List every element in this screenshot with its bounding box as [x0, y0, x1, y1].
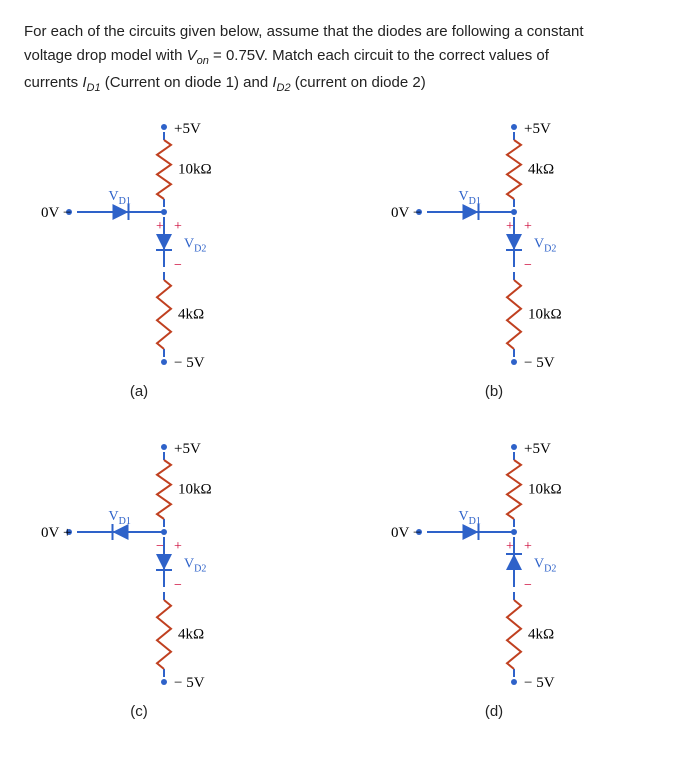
svg-text:+5V: +5V — [524, 121, 551, 137]
problem-line1a: For each of the circuits given below, as… — [24, 23, 583, 40]
svg-text:0V: 0V — [41, 525, 60, 541]
svg-text:4kΩ: 4kΩ — [178, 307, 204, 323]
circuit-grid: +5V10kΩ0V−VD1++−VD24kΩ− 5V(a) +5V4kΩ0V−V… — [24, 117, 664, 727]
svg-text:10kΩ: 10kΩ — [528, 307, 562, 323]
svg-text:−: − — [174, 578, 182, 593]
svg-text:0V: 0V — [41, 205, 60, 221]
circuit-a: +5V10kΩ0V−VD1++−VD24kΩ− 5V(a) — [24, 117, 344, 407]
svg-text:+: + — [156, 219, 164, 234]
circuit-c: +5V10kΩ0V+VD1−+−VD24kΩ− 5V(c) — [24, 437, 344, 727]
svg-text:VD1: VD1 — [459, 189, 481, 207]
problem-statement: For each of the circuits given below, as… — [24, 20, 664, 97]
problem-line1b: voltage drop model with — [24, 47, 187, 64]
svg-text:−: − — [524, 258, 532, 273]
circuit-b: +5V4kΩ0V−VD1++−VD210kΩ− 5V(b) — [344, 117, 664, 407]
svg-text:+: + — [506, 219, 514, 234]
svg-text:+5V: +5V — [174, 121, 201, 137]
svg-text:+: + — [524, 219, 532, 234]
svg-text:+: + — [524, 539, 532, 554]
svg-text:+: + — [174, 219, 182, 234]
svg-text:0V: 0V — [391, 525, 410, 541]
svg-text:+5V: +5V — [524, 441, 551, 457]
svg-text:4kΩ: 4kΩ — [528, 162, 554, 178]
svg-text:VD2: VD2 — [534, 237, 556, 255]
svg-text:+: + — [174, 539, 182, 554]
caption-b: (b) — [324, 383, 664, 400]
svg-text:VD2: VD2 — [184, 557, 206, 575]
svg-text:+: + — [63, 525, 71, 541]
svg-text:4kΩ: 4kΩ — [178, 627, 204, 643]
svg-text:−: − — [413, 205, 421, 221]
svg-text:4kΩ: 4kΩ — [528, 627, 554, 643]
svg-text:+5V: +5V — [174, 441, 201, 457]
svg-text:10kΩ: 10kΩ — [528, 482, 562, 498]
caption-c: (c) — [0, 703, 344, 720]
svg-text:VD1: VD1 — [459, 509, 481, 527]
svg-text:−: − — [63, 205, 71, 221]
svg-text:10kΩ: 10kΩ — [178, 482, 212, 498]
svg-text:− 5V: − 5V — [174, 675, 205, 691]
svg-text:−: − — [156, 539, 164, 554]
svg-text:− 5V: − 5V — [524, 355, 555, 371]
caption-d: (d) — [324, 703, 664, 720]
svg-text:0V: 0V — [391, 205, 410, 221]
svg-text:VD1: VD1 — [109, 189, 131, 207]
caption-a: (a) — [0, 383, 344, 400]
svg-text:10kΩ: 10kΩ — [178, 162, 212, 178]
svg-text:−: − — [413, 525, 421, 541]
svg-text:+: + — [506, 539, 514, 554]
svg-text:−: − — [524, 578, 532, 593]
svg-text:− 5V: − 5V — [174, 355, 205, 371]
svg-text:− 5V: − 5V — [524, 675, 555, 691]
circuit-d: +5V10kΩ0V−VD1++−VD24kΩ− 5V(d) — [344, 437, 664, 727]
svg-text:−: − — [174, 258, 182, 273]
svg-text:VD2: VD2 — [184, 237, 206, 255]
svg-text:VD2: VD2 — [534, 557, 556, 575]
